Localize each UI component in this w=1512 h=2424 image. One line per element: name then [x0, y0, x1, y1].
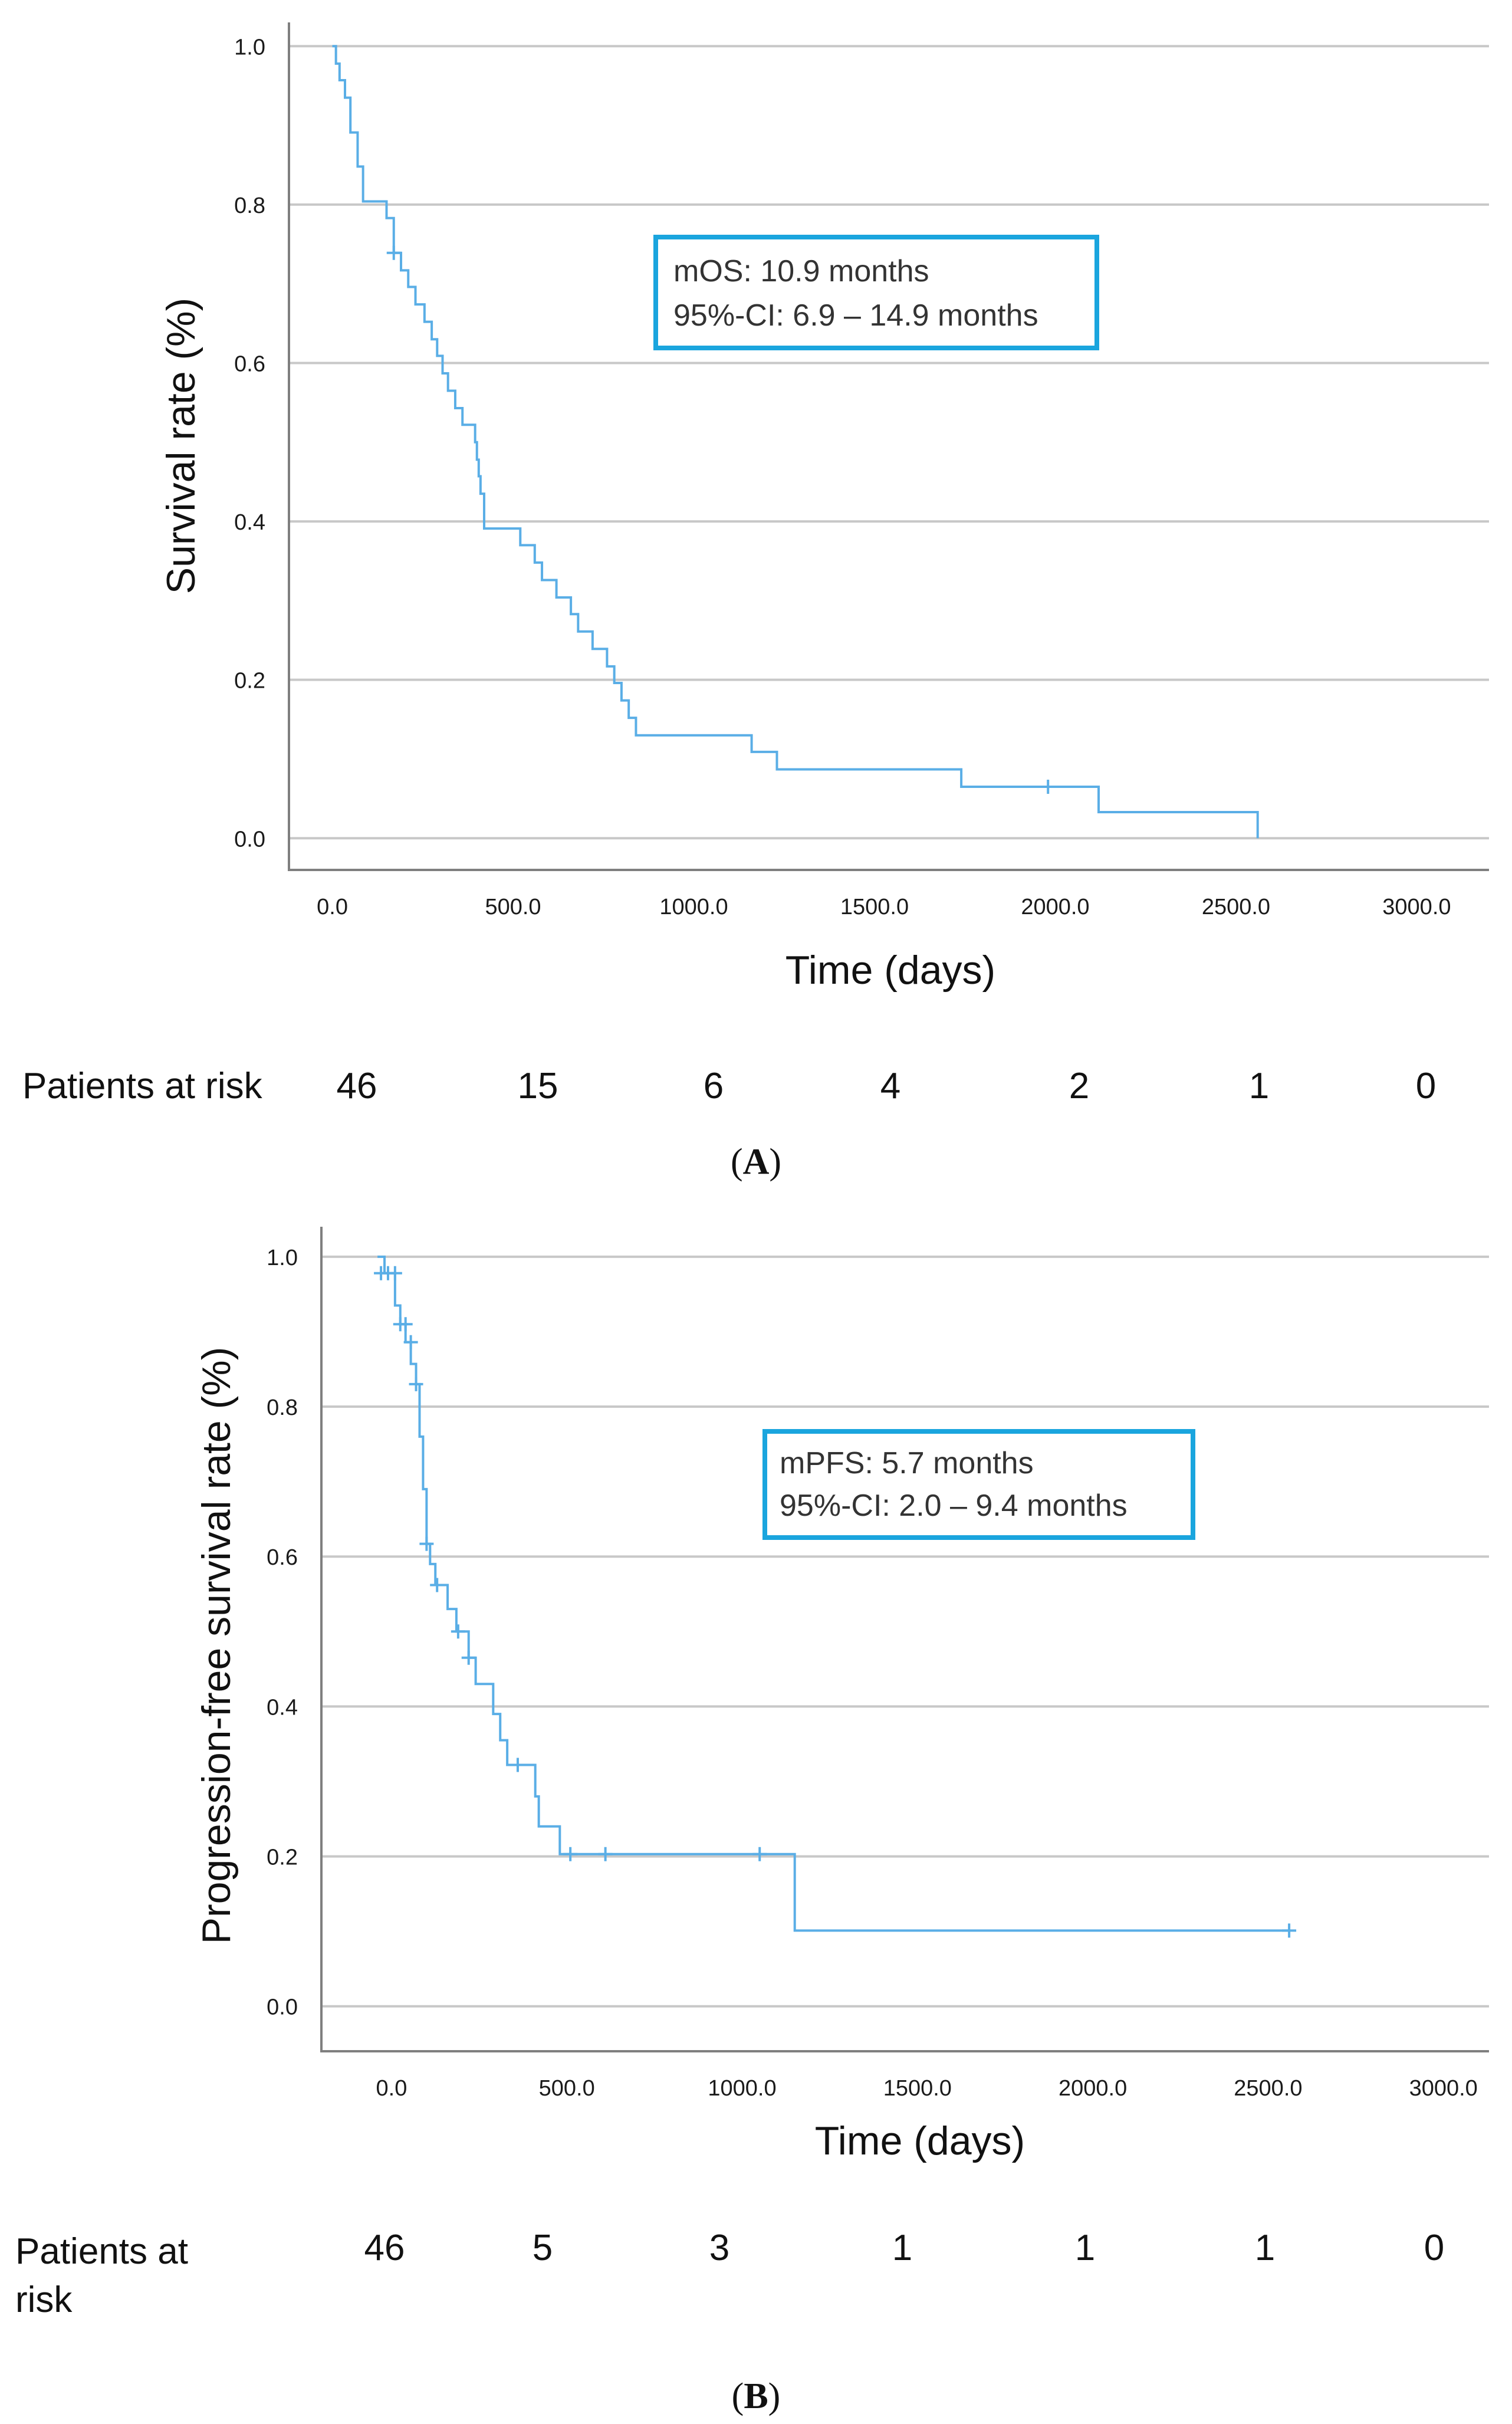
panel-a-caption-letter: A — [743, 1142, 770, 1182]
panel-a-x-tick-label: 3000.0 — [1382, 895, 1451, 919]
panel-b-x-tick-label: 1000.0 — [708, 2076, 776, 2101]
panel-a-risk-count: 46 — [337, 1066, 377, 1106]
panel-b-y-tick-label: 0.2 — [267, 1845, 298, 1870]
panel-b-censor-marks — [374, 1266, 1297, 1938]
panel-b-censor-mark — [398, 1317, 413, 1332]
panel-b-censor-mark — [598, 1847, 613, 1861]
panel-a-risk-count: 4 — [880, 1066, 900, 1106]
panel-a-x-tick-label: 1500.0 — [840, 895, 909, 919]
panel-a-censor-marks — [386, 245, 1056, 794]
panel-a-x-tick-label: 500.0 — [485, 895, 541, 919]
panel-b-annotation-box — [762, 1429, 1195, 1540]
panel-b-censor-mark — [752, 1847, 767, 1861]
panel-a-x-tick-label: 0.0 — [317, 895, 348, 919]
panel-a-risk-label: Patients at risk — [22, 1066, 263, 1106]
panel-a-y-tick-label: 0.4 — [234, 510, 265, 535]
panel-a-risk-count: 15 — [518, 1066, 558, 1106]
panel-a-risk-count: 0 — [1416, 1066, 1436, 1106]
panel-a-x-axis-label: Time (days) — [785, 948, 995, 993]
panel-a-y-tick-label: 1.0 — [234, 35, 265, 60]
panel-b-x-tick-label: 500.0 — [539, 2076, 595, 2101]
panel-b-risk-count: 1 — [1255, 2228, 1275, 2268]
panel-a-caption: (A) — [731, 1142, 781, 1182]
panel-b-pfs-curve — [377, 1255, 1290, 1932]
panel-b-censor-mark — [451, 1624, 465, 1639]
panel-a-survival-curve — [332, 45, 1259, 839]
panel-b-x-tick-label: 3000.0 — [1409, 2076, 1478, 2101]
panel-a-y-tick-label: 0.8 — [234, 193, 265, 218]
panel-b-pfs-chart: 0.0 0.2 0.4 0.6 0.8 1.0 0.0 500.0 1000.0 1500.0 2… — [15, 1227, 1489, 2416]
panel-a-risk-count: 2 — [1069, 1066, 1089, 1106]
panel-b-censor-mark — [510, 1758, 525, 1772]
panel-b-risk-count: 46 — [364, 2228, 405, 2268]
panel-b-caption-letter: B — [744, 2376, 768, 2416]
panel-b-censor-mark — [461, 1650, 476, 1665]
panel-b-risk-count: 0 — [1424, 2228, 1444, 2268]
panel-a-survival-chart: 0.0 0.2 0.4 0.6 0.8 1.0 0.0 500.0 1000.0 1500.0 2… — [22, 22, 1489, 1182]
panel-a-x-tick-labels: 0.0 500.0 1000.0 1500.0 2000.0 2500.0 3000.0 — [317, 895, 1451, 919]
panel-b-y-tick-label: 0.0 — [267, 1995, 298, 2020]
panel-b-axis-frame — [320, 1227, 1489, 2052]
panel-b-caption: (B) — [732, 2376, 781, 2416]
panel-a-y-tick-label: 0.0 — [234, 827, 265, 852]
panel-b-patients-at-risk-row: 46 5 3 1 1 1 0 — [364, 2228, 1445, 2268]
panel-b-y-tick-label: 1.0 — [267, 1246, 298, 1270]
panel-a-x-tick-label: 2500.0 — [1202, 895, 1270, 919]
panel-a-median-annotation: mOS: 10.9 months 95%-CI: 6.9 – 14.9 mont… — [653, 235, 1099, 350]
panel-a-annotation-line-1: mOS: 10.9 months — [673, 254, 929, 288]
panel-a-censor-mark — [386, 245, 401, 260]
panel-b-annotation-line-1: mPFS: 5.7 months — [780, 1446, 1034, 1480]
panel-b-x-axis-label: Time (days) — [815, 2118, 1025, 2163]
panel-a-annotation-line-2: 95%-CI: 6.9 – 14.9 months — [673, 298, 1038, 333]
panel-b-x-tick-labels: 0.0 500.0 1000.0 1500.0 2000.0 2500.0 3000.0 — [376, 2076, 1478, 2101]
panel-b-risk-label: Patients at risk — [15, 2231, 198, 2320]
panel-a-axis-frame — [288, 22, 1489, 871]
panel-b-risk-label-line-1: Patients at — [15, 2231, 188, 2272]
panel-a-risk-count: 6 — [704, 1066, 724, 1106]
panel-b-gridlines — [321, 1255, 1489, 2008]
panel-b-censor-mark — [1282, 1923, 1297, 1938]
panel-b-y-tick-label: 0.8 — [267, 1395, 298, 1420]
panel-b-x-tick-label: 0.0 — [376, 2076, 407, 2101]
panel-b-censor-mark — [419, 1536, 434, 1551]
panel-b-y-tick-label: 0.6 — [267, 1545, 298, 1570]
panel-b-y-tick-labels: 0.0 0.2 0.4 0.6 0.8 1.0 — [267, 1246, 298, 2020]
panel-b-risk-count: 5 — [533, 2228, 553, 2268]
panel-b-risk-count: 1 — [1075, 2228, 1095, 2268]
panel-a-y-tick-labels: 0.0 0.2 0.4 0.6 0.8 1.0 — [234, 35, 265, 852]
panel-b-censor-mark — [563, 1847, 578, 1861]
panel-a-risk-count: 1 — [1249, 1066, 1269, 1106]
panel-a-y-tick-label: 0.2 — [234, 669, 265, 694]
panel-a-x-tick-label: 2000.0 — [1021, 895, 1089, 919]
panel-a-x-tick-label: 1000.0 — [659, 895, 728, 919]
panel-b-risk-count: 3 — [709, 2228, 729, 2268]
panel-b-risk-count: 1 — [892, 2228, 912, 2268]
panel-b-median-annotation: mPFS: 5.7 months 95%-CI: 2.0 – 9.4 month… — [762, 1429, 1195, 1540]
panel-a-annotation-box — [653, 235, 1099, 350]
panel-a-y-tick-label: 0.6 — [234, 352, 265, 376]
panel-a-patients-at-risk-row: 46 15 6 4 2 1 0 — [337, 1066, 1437, 1106]
panel-b-censor-mark — [430, 1578, 445, 1592]
panel-b-x-tick-label: 2500.0 — [1234, 2076, 1302, 2101]
panel-a-censor-mark — [1041, 779, 1056, 794]
panel-b-risk-label-line-2: risk — [15, 2280, 73, 2320]
panel-a-y-axis-label: Survival rate (%) — [159, 298, 203, 594]
panel-b-censor-mark — [387, 1266, 402, 1280]
panel-a-gridlines — [289, 45, 1489, 840]
panel-b-x-tick-label: 2000.0 — [1059, 2076, 1127, 2101]
panel-b-annotation-line-2: 95%-CI: 2.0 – 9.4 months — [780, 1489, 1128, 1523]
panel-b-censor-mark — [409, 1377, 423, 1391]
panel-b-y-axis-label: Progression-free survival rate (%) — [194, 1347, 239, 1945]
panel-b-y-tick-label: 0.4 — [267, 1695, 298, 1720]
panel-b-x-tick-label: 1500.0 — [883, 2076, 952, 2101]
panel-b-censor-mark — [403, 1335, 418, 1349]
